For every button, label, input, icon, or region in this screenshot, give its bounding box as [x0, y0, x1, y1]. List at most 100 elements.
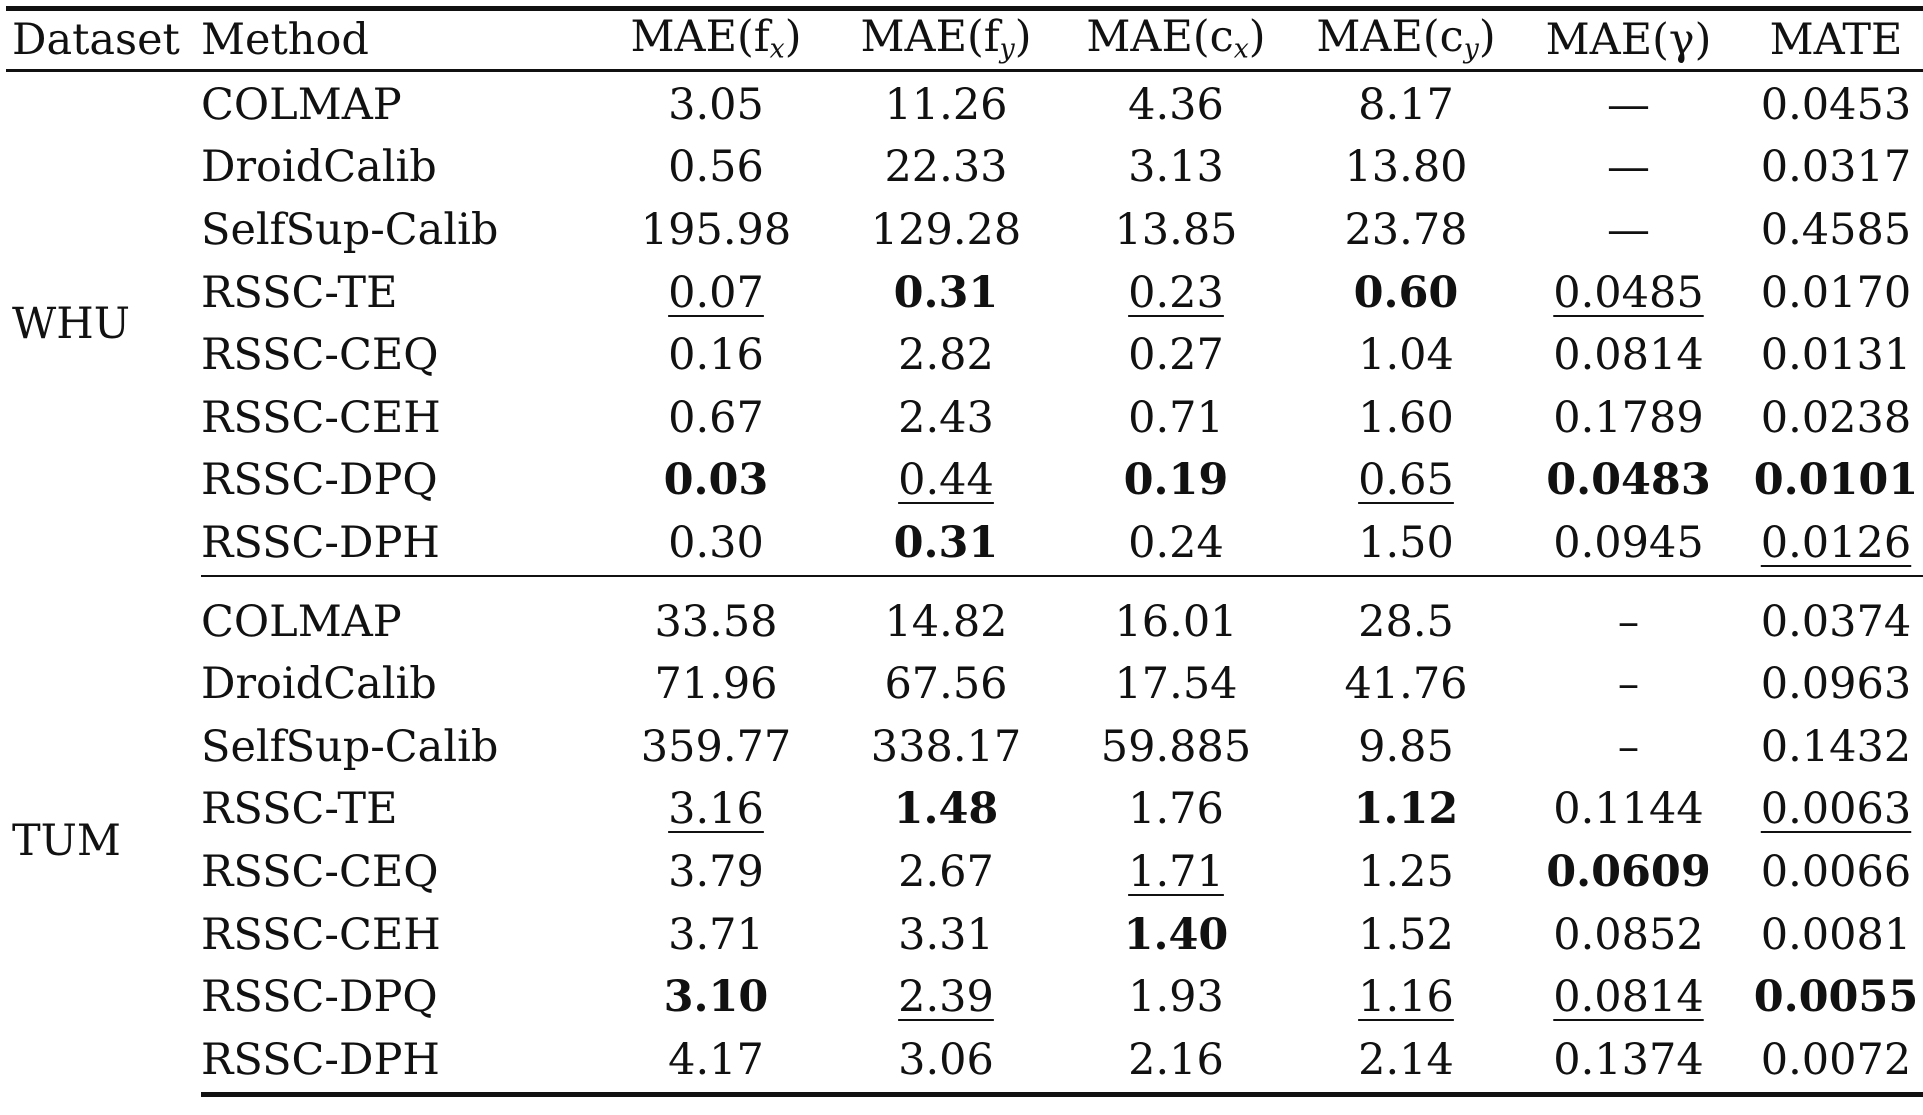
method-cell: SelfSup-Calib: [201, 721, 499, 772]
table-row: RSSC-DPH 0.30 0.31 0.24 1.50 0.0945 0.01…: [6, 512, 1923, 577]
mae-fx-cell: 0.30: [601, 512, 831, 577]
results-table-container: Dataset Method MAE(fx) MAE(fy) MAE(cx) M…: [6, 6, 1923, 1097]
mate-cell: 0.0081: [1760, 909, 1912, 960]
mae-fy-cell: 2.43: [898, 392, 994, 443]
method-cell: RSSC-DPH: [201, 512, 601, 577]
mae-cy-cell: 1.50: [1291, 512, 1521, 577]
header-mate: MATE: [1736, 6, 1923, 72]
mae-fx-cell: 195.98: [640, 204, 792, 255]
mae-cx-cell: 1.93: [1128, 972, 1224, 1023]
mae-cx-cell: 1.71: [1128, 846, 1224, 897]
mae-fx-cell: 3.71: [668, 909, 764, 960]
method-cell: RSSC-CEH: [201, 392, 441, 443]
mae-gamma-cell: 0.1789: [1553, 392, 1704, 443]
mate-cell: 0.0066: [1760, 846, 1912, 897]
mae-cx-cell: 13.85: [1114, 204, 1238, 255]
mae-fx-cell: 3.79: [668, 846, 764, 897]
header-mae-fy: MAE(fy): [831, 6, 1061, 72]
mate-cell: 0.0131: [1760, 330, 1912, 381]
mae-gamma-cell: 0.0609: [1546, 846, 1711, 897]
mae-cy-cell: 1.52: [1358, 909, 1454, 960]
mae-fx-cell: 71.96: [654, 659, 778, 710]
mate-cell: 0.0101: [1753, 455, 1919, 506]
mae-cy-cell: 23.78: [1344, 204, 1468, 255]
method-cell: RSSC-DPQ: [201, 972, 438, 1023]
mae-gamma-cell: –: [1617, 596, 1640, 647]
mae-cy-cell: 1.25: [1358, 846, 1454, 897]
mae-fx-cell: 359.77: [640, 721, 792, 772]
mae-fy-cell: 2.39: [898, 972, 994, 1023]
mae-cx-cell: 0.23: [1128, 267, 1224, 318]
mae-cx-cell: 0.27: [1128, 330, 1224, 381]
mae-fx-cell: 3.05: [668, 79, 764, 130]
table-row: RSSC-CEQ 3.79 2.67 1.71 1.25 0.0609 0.00…: [6, 841, 1923, 904]
mae-fy-cell: 338.17: [870, 721, 1022, 772]
mae-cx-cell: 0.19: [1123, 455, 1229, 506]
table-header: Dataset Method MAE(fx) MAE(fy) MAE(cx) M…: [6, 6, 1923, 72]
mae-cy-cell: 1.16: [1358, 972, 1454, 1023]
mae-gamma-cell: 0.0814: [1553, 972, 1704, 1023]
method-cell: DroidCalib: [201, 142, 437, 193]
mae-gamma-cell: —: [1607, 204, 1650, 255]
mae-cy-cell: 0.65: [1358, 455, 1454, 506]
table-row: DroidCalib 0.56 22.33 3.13 13.80 — 0.031…: [6, 137, 1923, 200]
mate-cell: 0.0063: [1760, 784, 1912, 835]
mae-cy-cell: 41.76: [1344, 659, 1468, 710]
header-dataset: Dataset: [6, 6, 201, 72]
mae-fy-cell: 11.26: [884, 79, 1008, 130]
mae-fx-cell: 0.56: [668, 142, 764, 193]
table-row: RSSC-CEQ 0.16 2.82 0.27 1.04 0.0814 0.01…: [6, 324, 1923, 387]
mae-cx-cell: 1.40: [1123, 909, 1229, 960]
table-row: RSSC-DPQ 3.10 2.39 1.93 1.16 0.0814 0.00…: [6, 966, 1923, 1029]
mate-cell: 0.0317: [1760, 142, 1912, 193]
header-method: Method: [201, 6, 601, 72]
results-table: Dataset Method MAE(fx) MAE(fy) MAE(cx) M…: [6, 6, 1923, 1097]
method-cell: SelfSup-Calib: [201, 204, 499, 255]
method-cell: RSSC-TE: [201, 784, 398, 835]
header-row: Dataset Method MAE(fx) MAE(fy) MAE(cx) M…: [6, 6, 1923, 72]
method-cell: COLMAP: [201, 79, 402, 130]
mae-fx-cell: 0.67: [668, 392, 764, 443]
method-cell: RSSC-DPH: [201, 1028, 601, 1097]
table-row: SelfSup-Calib 195.98 129.28 13.85 23.78 …: [6, 199, 1923, 262]
mae-fy-cell: 0.31: [831, 512, 1061, 577]
mate-cell: 0.0072: [1736, 1028, 1923, 1097]
mae-fy-cell: 3.06: [831, 1028, 1061, 1097]
mae-gamma-cell: –: [1617, 659, 1640, 710]
mae-cx-cell: 17.54: [1114, 659, 1238, 710]
mae-gamma-cell: 0.0485: [1553, 267, 1704, 318]
table-row: RSSC-TE 0.07 0.31 0.23 0.60 0.0485 0.017…: [6, 262, 1923, 325]
mae-fy-cell: 2.67: [898, 846, 994, 897]
table-row: RSSC-TE 3.16 1.48 1.76 1.12 0.1144 0.006…: [6, 779, 1923, 842]
table-row: TUM COLMAP 33.58 14.82 16.01 28.5 – 0.03…: [6, 576, 1923, 863]
mae-cx-cell: 3.13: [1128, 142, 1224, 193]
method-cell: RSSC-CEQ: [201, 846, 439, 897]
mae-cx-cell: 59.885: [1100, 721, 1252, 772]
mae-fx-cell: 3.16: [668, 784, 764, 835]
mae-gamma-cell: 0.0483: [1546, 455, 1711, 506]
mae-gamma-cell: –: [1617, 721, 1640, 772]
table-row: WHU COLMAP 3.05 11.26 4.36 8.17 — 0.0453: [6, 71, 1923, 346]
mae-cy-cell: 8.17: [1358, 79, 1454, 130]
mae-fy-cell: 0.44: [898, 455, 994, 506]
group-whu: WHU COLMAP 3.05 11.26 4.36 8.17 — 0.0453…: [6, 71, 1923, 577]
mae-cx-cell: 16.01: [1114, 596, 1238, 647]
mae-fx-cell: 3.10: [663, 972, 769, 1023]
mate-cell: 0.0055: [1753, 972, 1919, 1023]
table-row: RSSC-DPH 4.17 3.06 2.16 2.14 0.1374 0.00…: [6, 1028, 1923, 1097]
table-row: SelfSup-Calib 359.77 338.17 59.885 9.85 …: [6, 716, 1923, 779]
mae-cx-cell: 0.24: [1061, 512, 1291, 577]
mae-cy-cell: 9.85: [1358, 721, 1454, 772]
header-mae-cx: MAE(cx): [1061, 6, 1291, 72]
header-mae-fx: MAE(fx): [601, 6, 831, 72]
mae-fy-cell: 1.48: [893, 784, 999, 835]
header-mae-cy: MAE(cy): [1291, 6, 1521, 72]
mae-fy-cell: 129.28: [870, 204, 1022, 255]
mae-cy-cell: 1.60: [1358, 392, 1454, 443]
mae-fx-cell: 33.58: [654, 596, 778, 647]
mae-cy-cell: 13.80: [1344, 142, 1468, 193]
mae-fy-cell: 67.56: [884, 659, 1008, 710]
mae-fy-cell: 22.33: [884, 142, 1008, 193]
method-cell: DroidCalib: [201, 659, 437, 710]
table-row: RSSC-DPQ 0.03 0.44 0.19 0.65 0.0483 0.01…: [6, 450, 1923, 513]
